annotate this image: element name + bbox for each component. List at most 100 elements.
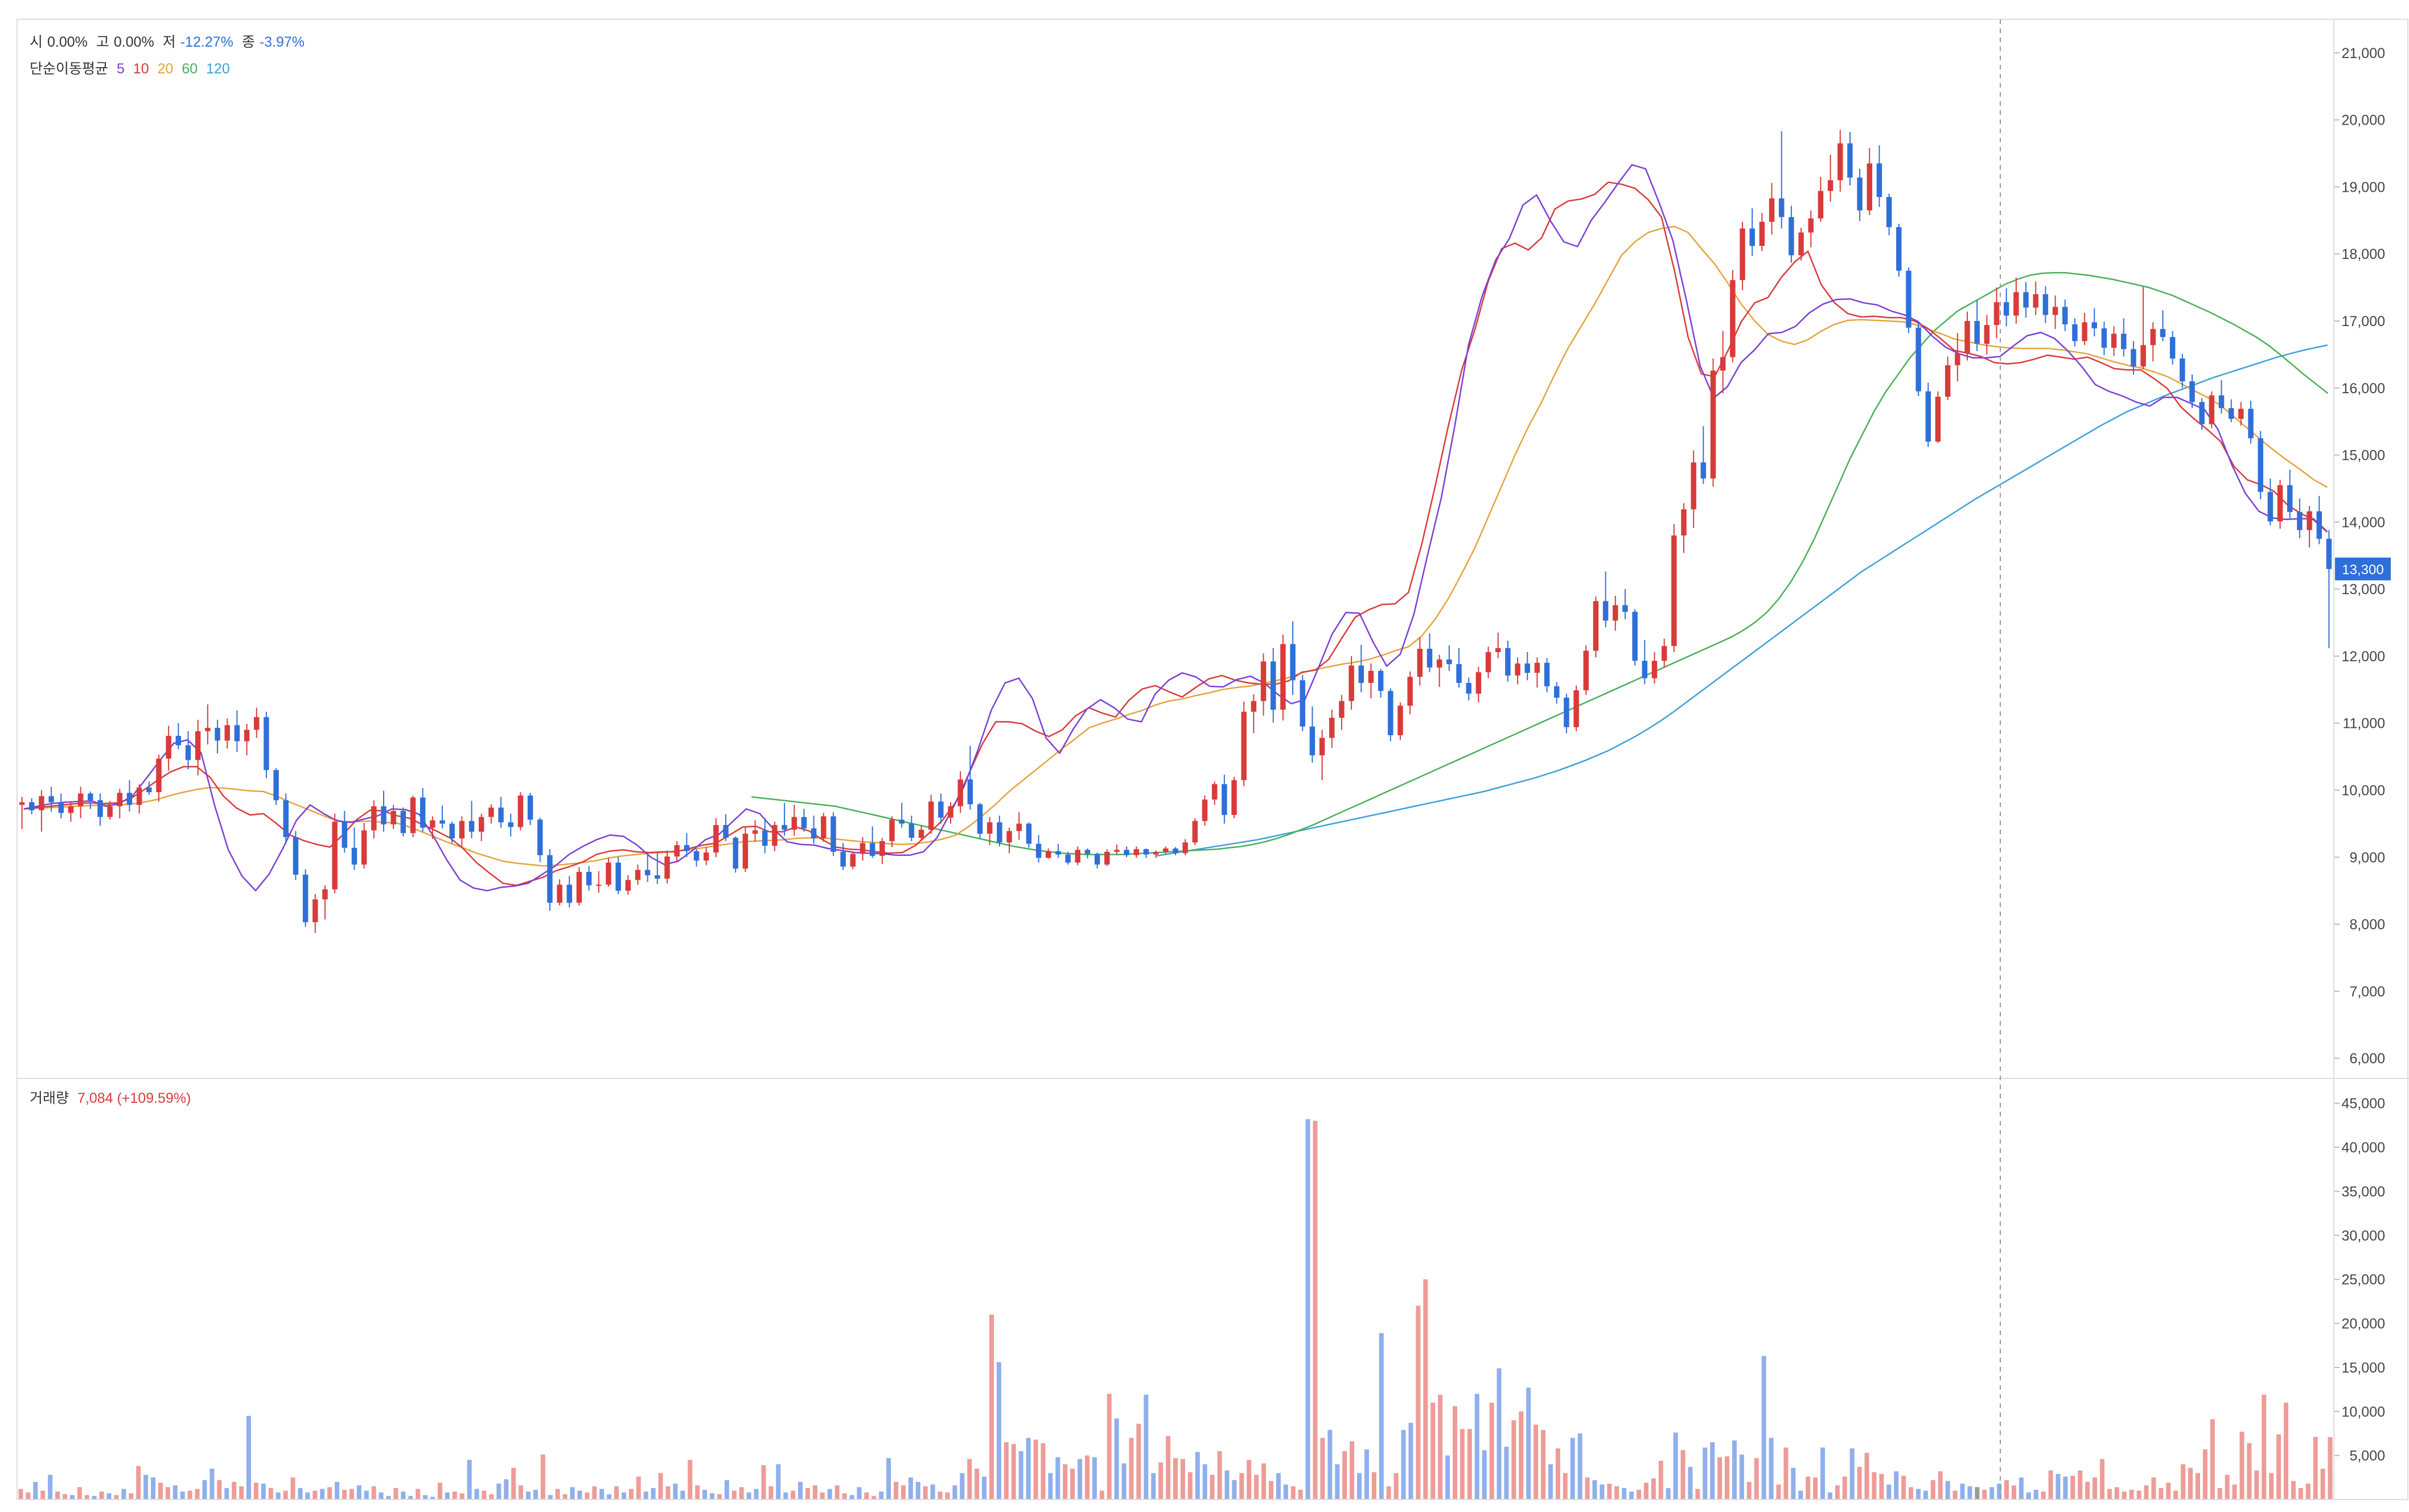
legend-low-value: -12.27% (180, 34, 233, 50)
candle (1358, 644, 1364, 693)
volume-bar (2320, 1468, 2325, 1499)
candle (2189, 374, 2195, 409)
volume-bar (2262, 1394, 2267, 1499)
candle (625, 875, 631, 895)
volume-bar (2056, 1474, 2061, 1499)
candle-body (889, 819, 895, 842)
volume-bar (1600, 1484, 1605, 1499)
volume-bar (842, 1493, 847, 1499)
volume-bar (908, 1477, 913, 1499)
volume-bar (1666, 1488, 1671, 1499)
volume-bar (2202, 1449, 2207, 1499)
volume-bar (1710, 1442, 1715, 1499)
candle (39, 790, 44, 832)
candle (1906, 267, 1911, 333)
candle (850, 851, 856, 870)
volume-bar (746, 1492, 751, 1499)
candle (488, 804, 494, 824)
volume-bar (2033, 1489, 2038, 1499)
volume-bar (1827, 1492, 1832, 1499)
volume-bar (1975, 1487, 1980, 1499)
candle (2052, 295, 2058, 329)
candle (1798, 228, 1804, 261)
candle (782, 802, 787, 836)
volume-bar (857, 1487, 862, 1499)
candle (1515, 657, 1520, 685)
candle-body (1378, 670, 1384, 691)
candle-body (733, 838, 738, 869)
candle (1964, 311, 1970, 361)
volume-bar (886, 1458, 891, 1499)
candle (2013, 277, 2019, 324)
candle-body (1740, 228, 1745, 281)
volume-bar (938, 1492, 943, 1499)
candle (1251, 694, 1257, 734)
volume-bar (1651, 1478, 1656, 1499)
candle-body (1339, 701, 1345, 718)
candle-body (2228, 408, 2234, 419)
volume-bar (533, 1489, 538, 1499)
volume-bar (2173, 1490, 2178, 1499)
candle-body (1456, 664, 1462, 683)
volume-bar (1577, 1433, 1582, 1499)
candle (449, 821, 455, 843)
volume-bar (1945, 1481, 1950, 1499)
candle (1065, 851, 1071, 865)
candle-body (371, 806, 377, 831)
candle (1681, 503, 1687, 553)
candle-body (2062, 307, 2068, 324)
volume-bar (1048, 1473, 1053, 1499)
volume-bar (2181, 1464, 2186, 1499)
candle (107, 801, 113, 820)
candle-body (840, 851, 846, 867)
moving-average-legend[interactable]: 단순이동평균 5 10 20 60 120 (30, 57, 235, 78)
candle-body (1016, 823, 1022, 831)
volume-bar (1320, 1437, 1325, 1499)
candle-body (1495, 648, 1501, 652)
volume-bar (1658, 1460, 1663, 1499)
candle (772, 821, 778, 851)
volume-legend-value: 7,084 (+109.59%) (77, 1090, 191, 1106)
volume-bar (519, 1485, 524, 1499)
volume-bar (1084, 1455, 1090, 1499)
candle (2042, 286, 2049, 323)
candle (1446, 645, 1452, 671)
candle (2248, 401, 2254, 444)
candle-body (1818, 191, 1824, 219)
volume-bar (69, 1495, 75, 1499)
volume-bar (2291, 1481, 2296, 1499)
volume-bar (798, 1482, 803, 1499)
candle (1945, 356, 1951, 401)
candle (1397, 702, 1403, 740)
candle (2072, 318, 2078, 347)
candle (1749, 208, 1755, 256)
volume-bar (599, 1489, 605, 1499)
candle-body (1583, 650, 1589, 691)
volume-bar (1210, 1474, 1215, 1499)
volume-bar (401, 1492, 406, 1499)
volume-legend-label: 거래량 (30, 1090, 69, 1106)
volume-bar (2070, 1476, 2075, 1499)
volume-bar (92, 1495, 97, 1499)
candle (1329, 710, 1335, 748)
candle (508, 813, 513, 837)
candle (693, 849, 700, 867)
candle (2277, 480, 2283, 529)
candle-body (117, 793, 123, 806)
candle-body (2287, 485, 2293, 512)
candle (997, 815, 1002, 847)
volume-bar (151, 1477, 156, 1499)
y-axis: 6,000 7,000 8,000 9,000 10,000 11,000 12,000 13… (2334, 46, 2391, 1464)
volume-tick-label: 45,000 (2342, 1096, 2385, 1112)
volume-bar (1761, 1356, 1766, 1499)
candle (1671, 524, 1677, 652)
candle (2316, 496, 2322, 545)
volume-bar (1099, 1490, 1104, 1499)
candle (1084, 848, 1091, 859)
volume-bar (1408, 1423, 1413, 1499)
candle (1319, 730, 1325, 780)
candle-body (2297, 512, 2303, 530)
candle-body (850, 854, 856, 867)
